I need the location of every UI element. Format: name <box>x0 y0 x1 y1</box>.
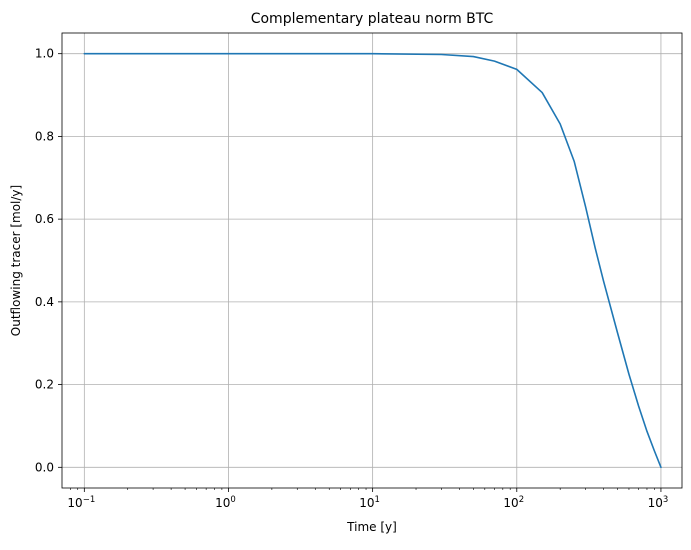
x-tick-label: 103 <box>648 495 669 510</box>
chart-title: Complementary plateau norm BTC <box>251 11 494 27</box>
y-tick-label: 1.0 <box>35 47 54 61</box>
y-tick-label: 0.2 <box>35 378 54 392</box>
y-tick-label: 0.6 <box>35 212 54 226</box>
y-tick-label: 0.4 <box>35 295 54 309</box>
y-tick-label: 0.0 <box>35 460 54 474</box>
series-line <box>83 52 662 469</box>
series-layer <box>83 52 662 469</box>
x-tick-label: 100 <box>215 495 236 510</box>
y-axis-label: Outflowing tracer [mol/y] <box>9 185 23 336</box>
y-tick-label: 0.8 <box>35 129 54 143</box>
plot-frame <box>61 32 683 489</box>
x-tick-label: 102 <box>503 495 524 510</box>
y-axis-ticks: 0.0 0.2 0.4 0.6 0.8 1.0 <box>35 47 62 474</box>
x-axis-label: Time [y] <box>346 520 397 534</box>
x-tick-label: 10−1 <box>67 495 95 510</box>
x-tick-label: 101 <box>359 495 380 510</box>
x-axis-ticks: 10−1 100 101 102 103 <box>67 488 668 510</box>
